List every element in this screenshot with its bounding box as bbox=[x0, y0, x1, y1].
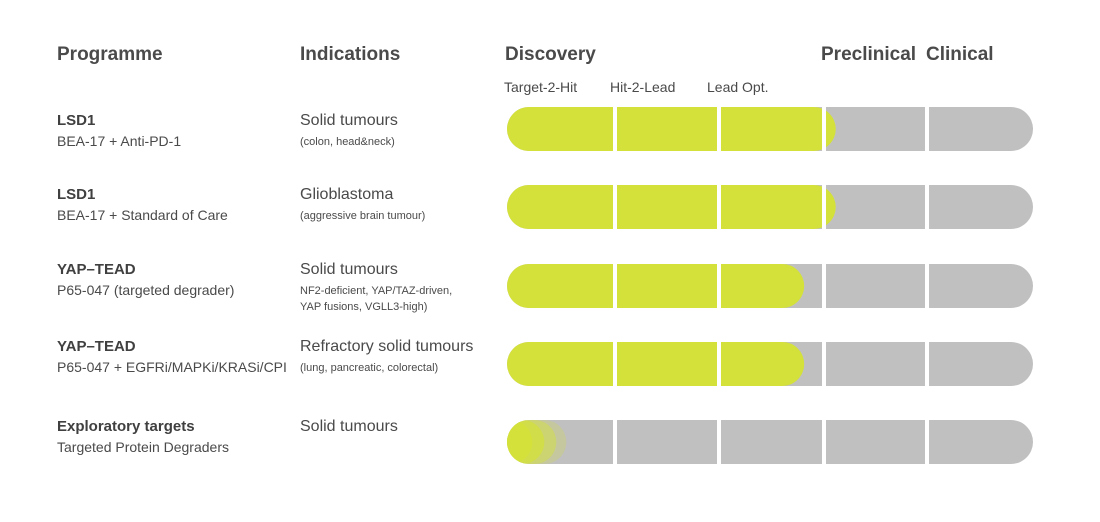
stage-divider bbox=[717, 420, 721, 464]
stage-divider bbox=[613, 107, 617, 151]
stage-divider bbox=[822, 342, 826, 386]
stage-lead-opt: Lead Opt. bbox=[707, 79, 769, 95]
stage-divider bbox=[717, 264, 721, 308]
programme-header: Programme bbox=[57, 44, 163, 65]
programme-name: LSD1 bbox=[57, 186, 96, 203]
programme-description: P65-047 (targeted degrader) bbox=[57, 282, 235, 298]
stage-divider bbox=[717, 107, 721, 151]
stage-divider bbox=[717, 185, 721, 229]
progress-fill bbox=[507, 185, 836, 229]
stage-divider bbox=[717, 342, 721, 386]
track bbox=[507, 420, 1033, 464]
progress-fill-fade bbox=[507, 420, 533, 464]
indication-name: Glioblastoma bbox=[300, 186, 394, 203]
progress-bar bbox=[507, 420, 1033, 464]
progress-bar-svg bbox=[507, 185, 1033, 229]
indication-name: Solid tumours bbox=[300, 261, 398, 278]
programme-name: Exploratory targets bbox=[57, 418, 195, 435]
stage-hit-to-lead: Hit-2-Lead bbox=[610, 79, 676, 95]
indication-detail: (colon, head&neck) bbox=[300, 136, 395, 148]
stage-divider bbox=[822, 420, 826, 464]
stage-divider bbox=[925, 107, 929, 151]
stage-target-to-hit: Target-2-Hit bbox=[504, 79, 578, 95]
progress-fill bbox=[507, 264, 805, 308]
stage-divider bbox=[925, 185, 929, 229]
stage-divider bbox=[613, 420, 617, 464]
indication-detail: NF2-deficient, YAP/TAZ-driven, YAP fusio… bbox=[300, 285, 453, 313]
progress-bar-svg bbox=[507, 107, 1033, 151]
pipeline-row: YAP–TEAD P65-047 + EGFRi/MAPKi/KRASi/CPI… bbox=[0, 338, 1100, 418]
progress-bar-svg bbox=[507, 420, 1033, 464]
indication-detail: (lung, pancreatic, colorectal) bbox=[300, 362, 439, 374]
stage-divider bbox=[822, 107, 826, 151]
progress-bar-svg bbox=[507, 264, 1033, 308]
indication-name: Refractory solid tumours bbox=[300, 338, 474, 355]
progress-bar bbox=[507, 264, 1033, 308]
programme-description: Targeted Protein Degraders bbox=[57, 439, 229, 455]
stage-divider bbox=[925, 264, 929, 308]
programme-name: YAP–TEAD bbox=[57, 338, 136, 355]
preclinical-header: Preclinical bbox=[821, 44, 917, 65]
stage-divider bbox=[613, 342, 617, 386]
pipeline-row: YAP–TEAD P65-047 (targeted degrader) Sol… bbox=[0, 261, 1100, 341]
programme-name: LSD1 bbox=[57, 112, 96, 129]
clinical-header: Clinical bbox=[926, 44, 994, 65]
programme-description: BEA-17 + Standard of Care bbox=[57, 207, 228, 223]
stage-divider bbox=[613, 264, 617, 308]
pipeline-row: LSD1 BEA-17 + Anti-PD-1 Solid tumours (c… bbox=[0, 112, 1100, 192]
progress-fill bbox=[507, 107, 836, 151]
progress-fill bbox=[507, 342, 805, 386]
pipeline-row: LSD1 BEA-17 + Standard of Care Glioblast… bbox=[0, 186, 1100, 266]
programme-name: YAP–TEAD bbox=[57, 261, 136, 278]
stage-divider bbox=[822, 185, 826, 229]
stage-divider bbox=[613, 185, 617, 229]
stage-divider bbox=[925, 420, 929, 464]
progress-bar bbox=[507, 185, 1033, 229]
progress-bar bbox=[507, 107, 1033, 151]
stage-divider bbox=[925, 342, 929, 386]
discovery-header: Discovery bbox=[505, 44, 596, 65]
progress-bar-svg bbox=[507, 342, 1033, 386]
indications-header: Indications bbox=[300, 44, 401, 65]
indication-name: Solid tumours bbox=[300, 418, 398, 435]
programme-description: BEA-17 + Anti-PD-1 bbox=[57, 133, 182, 149]
progress-bar bbox=[507, 342, 1033, 386]
indication-name: Solid tumours bbox=[300, 112, 398, 129]
indication-detail: (aggressive brain tumour) bbox=[300, 210, 426, 222]
stage-divider bbox=[822, 264, 826, 308]
pipeline-row: Exploratory targets Targeted Protein Deg… bbox=[0, 418, 1100, 498]
programme-description: P65-047 + EGFRi/MAPKi/KRASi/CPI bbox=[57, 359, 287, 375]
